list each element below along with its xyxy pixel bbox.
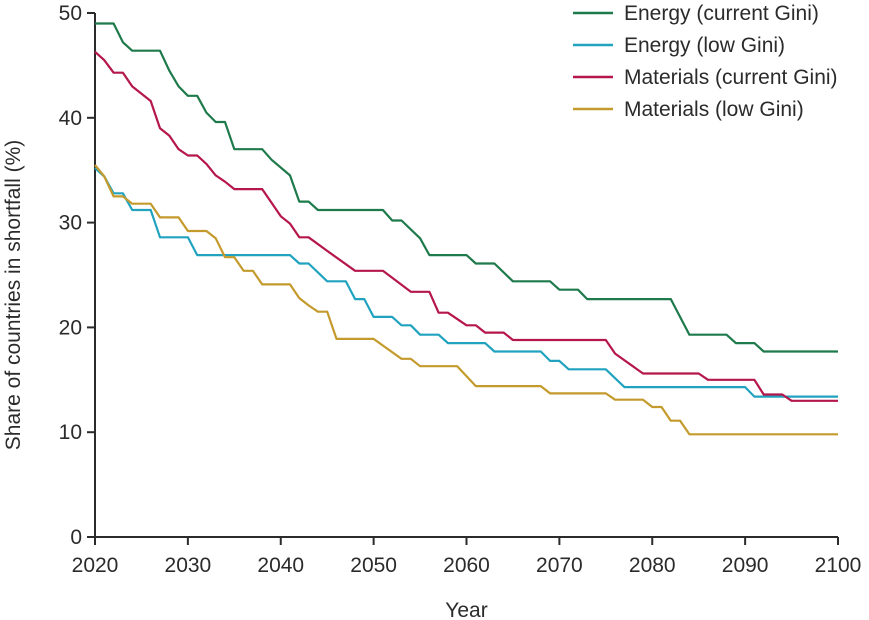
y-tick-label: 20 bbox=[59, 316, 82, 339]
y-tick-label: 10 bbox=[59, 421, 82, 444]
y-tick-label: 30 bbox=[59, 212, 82, 235]
series-group bbox=[94, 22, 838, 436]
x-tick-label: 2070 bbox=[536, 554, 583, 577]
x-tick-label: 2100 bbox=[815, 554, 862, 577]
x-tick-label: 2030 bbox=[165, 554, 212, 577]
legend-label-materials-low-gini: Materials (low Gini) bbox=[624, 98, 804, 121]
x-axis-title: Year bbox=[445, 599, 487, 620]
series-line-energy-current-gini bbox=[95, 22, 838, 353]
legend-label-energy-current-gini: Energy (current Gini) bbox=[624, 2, 819, 25]
y-ticks: 0 10 20 30 40 50 bbox=[59, 2, 95, 549]
legend: Energy (current Gini) Energy (low Gini) Ma… bbox=[573, 2, 838, 121]
x-ticks: 2020 2030 2040 2050 2060 2070 2080 2090 2100 bbox=[72, 537, 862, 577]
x-tick-label: 2090 bbox=[722, 554, 769, 577]
series-line-energy-low-gini bbox=[94, 167, 838, 398]
x-tick-label: 2080 bbox=[629, 554, 676, 577]
legend-label-materials-current-gini: Materials (current Gini) bbox=[624, 66, 838, 89]
y-tick-label: 0 bbox=[70, 526, 82, 549]
x-tick-label: 2050 bbox=[350, 554, 397, 577]
x-tick-label: 2020 bbox=[72, 554, 119, 577]
series-line-materials-current-gini bbox=[94, 50, 838, 402]
y-tick-label: 40 bbox=[59, 107, 82, 130]
y-axis-title: Share of countries in shortfall (%) bbox=[2, 140, 25, 450]
x-tick-label: 2040 bbox=[257, 554, 304, 577]
y-tick-label: 50 bbox=[59, 2, 82, 25]
series-line-materials-low-gini bbox=[94, 164, 838, 436]
legend-label-energy-low-gini: Energy (low Gini) bbox=[624, 34, 785, 57]
x-tick-label: 2060 bbox=[443, 554, 490, 577]
